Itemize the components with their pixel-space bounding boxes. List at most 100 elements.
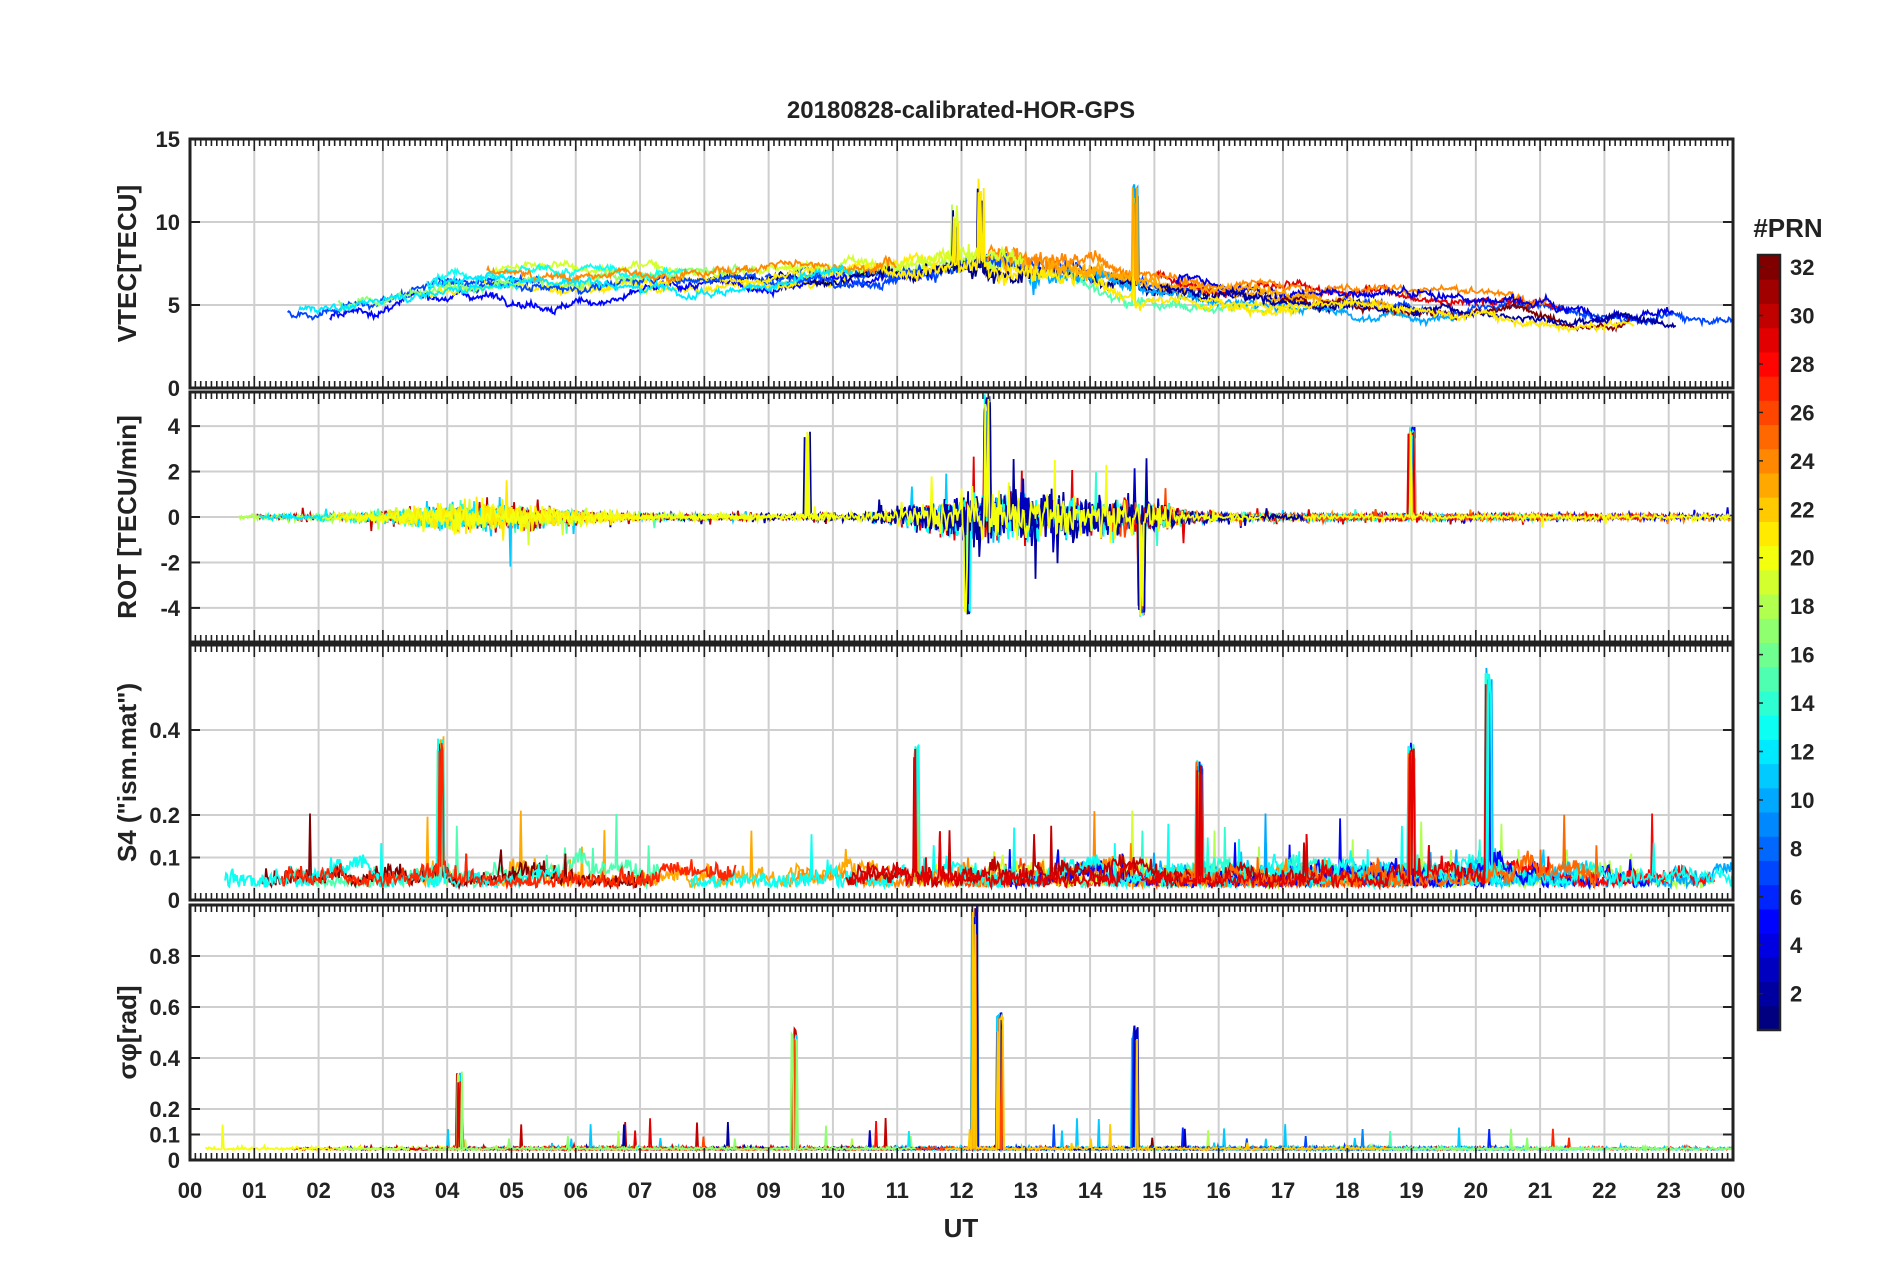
y-tick-label: 5 [168, 293, 180, 318]
y-tick-label: 4 [168, 414, 181, 439]
colorbar-segment [1758, 594, 1780, 619]
colorbar-tick-label: 30 [1790, 304, 1814, 329]
colorbar-tick-label: 20 [1790, 546, 1814, 571]
y-tick-label: 0.2 [149, 803, 180, 828]
x-tick-label: 20 [1464, 1178, 1488, 1203]
colorbar-segment [1758, 303, 1780, 329]
y-tick-label: 0.1 [149, 846, 180, 871]
panel-rot: -4 -2 0 2 4 ROT [TECU/min] [112, 390, 1735, 644]
x-tick-label: 07 [628, 1178, 652, 1203]
x-tick-label: 23 [1656, 1178, 1680, 1203]
colorbar-segment [1758, 400, 1780, 426]
colorbar-tick-label: 18 [1790, 594, 1814, 619]
series-group [205, 905, 1733, 1153]
x-tick-label: 14 [1078, 1178, 1103, 1203]
series-group [287, 178, 1733, 334]
colorbar-segment [1758, 884, 1780, 910]
x-tick-label: 21 [1528, 1178, 1552, 1203]
panel-vtec: 0 5 10 15 VTEC[TECU] [112, 127, 1735, 401]
colorbar-tick-label: 2 [1790, 982, 1802, 1007]
colorbar-segment [1758, 715, 1780, 740]
x-tick-label: 19 [1399, 1178, 1423, 1203]
y-tick-label: 0.4 [149, 1046, 180, 1071]
y-tick-label: 0 [168, 1148, 180, 1173]
y-tick-label: -2 [160, 550, 180, 575]
y-axis-label-vtec: VTEC[TECU] [112, 185, 142, 342]
series-line-prn-2 [1159, 282, 1677, 330]
y-tick-label: 0.1 [149, 1123, 180, 1148]
x-tick-label: 08 [692, 1178, 716, 1203]
x-tick-label: 22 [1592, 1178, 1616, 1203]
colorbar-tick-label: 22 [1790, 497, 1814, 522]
x-tick-label: 17 [1271, 1178, 1295, 1203]
colorbar-segment [1758, 1005, 1780, 1031]
y-tick-label: 0 [168, 376, 180, 401]
x-axis-label: UT [944, 1213, 979, 1243]
colorbar-segment [1758, 545, 1780, 571]
y-tick-label: 2 [168, 460, 180, 485]
chart-title: 20180828-calibrated-HOR-GPS [787, 97, 1135, 124]
colorbar-segment [1758, 812, 1780, 837]
colorbar-segment [1758, 472, 1780, 498]
colorbar-segment [1758, 279, 1780, 304]
series-line-prn-24 [986, 195, 1548, 309]
x-tick-label: 00 [1721, 1178, 1745, 1203]
colorbar-tick-label: 6 [1790, 885, 1802, 910]
x-tick-label: 03 [371, 1178, 395, 1203]
series-line-prn-22 [944, 906, 1391, 1153]
y-tick-label: 15 [156, 127, 180, 152]
colorbar-segment [1758, 424, 1780, 450]
panel-border [188, 643, 1735, 902]
y-axis-label-rot: ROT [TECU/min] [112, 415, 142, 619]
x-tick-label: 09 [756, 1178, 780, 1203]
x-tick-label: 12 [949, 1178, 973, 1203]
colorbar-segment [1758, 521, 1780, 547]
colorbar-segment [1758, 497, 1780, 522]
y-axis-label-s4: S4 ("ism.mat") [112, 683, 142, 862]
y-tick-label: 0.8 [149, 944, 180, 969]
panel-sigma_phi: 00.10.2 0.4 0.6 0.8 σφ[rad] [112, 903, 1735, 1173]
colorbar-segment [1758, 933, 1780, 958]
colorbar-tick-label: 4 [1790, 933, 1803, 958]
x-tick-label: 02 [306, 1178, 330, 1203]
colorbar-segment [1758, 351, 1780, 377]
y-tick-label: 0 [168, 505, 180, 530]
series-line-prn-7 [436, 265, 916, 296]
x-tick-label: 04 [435, 1178, 460, 1203]
colorbar-tick-label: 8 [1790, 836, 1802, 861]
y-tick-label: 0.2 [149, 1097, 180, 1122]
panel-s4: 0 0.1 0.2 0.4 S4 ("ism.mat") [112, 643, 1735, 913]
series-line-prn-29 [851, 684, 1487, 891]
series-line-prn-24 [486, 254, 897, 286]
colorbar-tick-label: 28 [1790, 352, 1814, 377]
series-line-prn-20 [705, 394, 1262, 616]
colorbar-segment [1758, 448, 1780, 474]
y-tick-label: 0 [168, 888, 180, 913]
x-tick-label: 01 [242, 1178, 266, 1203]
colorbar-segment [1758, 327, 1780, 353]
series-line-prn-21 [1198, 294, 1635, 334]
colorbar-segment [1758, 860, 1780, 886]
series-group [224, 667, 1733, 891]
colorbar-segment [1758, 763, 1780, 789]
colorbar-tick-label: 10 [1790, 788, 1814, 813]
x-tick-label: 11 [886, 1178, 909, 1203]
x-tick-label: 16 [1206, 1178, 1230, 1203]
series-line-prn-20 [1228, 431, 1733, 528]
x-tick-label: 06 [564, 1178, 588, 1203]
colorbar-tick-label: 14 [1790, 691, 1815, 716]
colorbar-segment [1758, 569, 1780, 595]
x-tick-label: 05 [499, 1178, 523, 1203]
series-line-prn-12 [427, 263, 854, 302]
series-line-prn-25 [1169, 749, 1601, 890]
colorbar-segment [1758, 642, 1780, 668]
x-tick-label: 13 [1014, 1178, 1038, 1203]
x-tick-label: 18 [1335, 1178, 1359, 1203]
colorbar-segment [1758, 690, 1780, 716]
x-tick-label: 00 [178, 1178, 202, 1203]
series-line-prn-12 [298, 281, 520, 316]
y-axis-label-sigma_phi: σφ[rad] [112, 985, 142, 1079]
